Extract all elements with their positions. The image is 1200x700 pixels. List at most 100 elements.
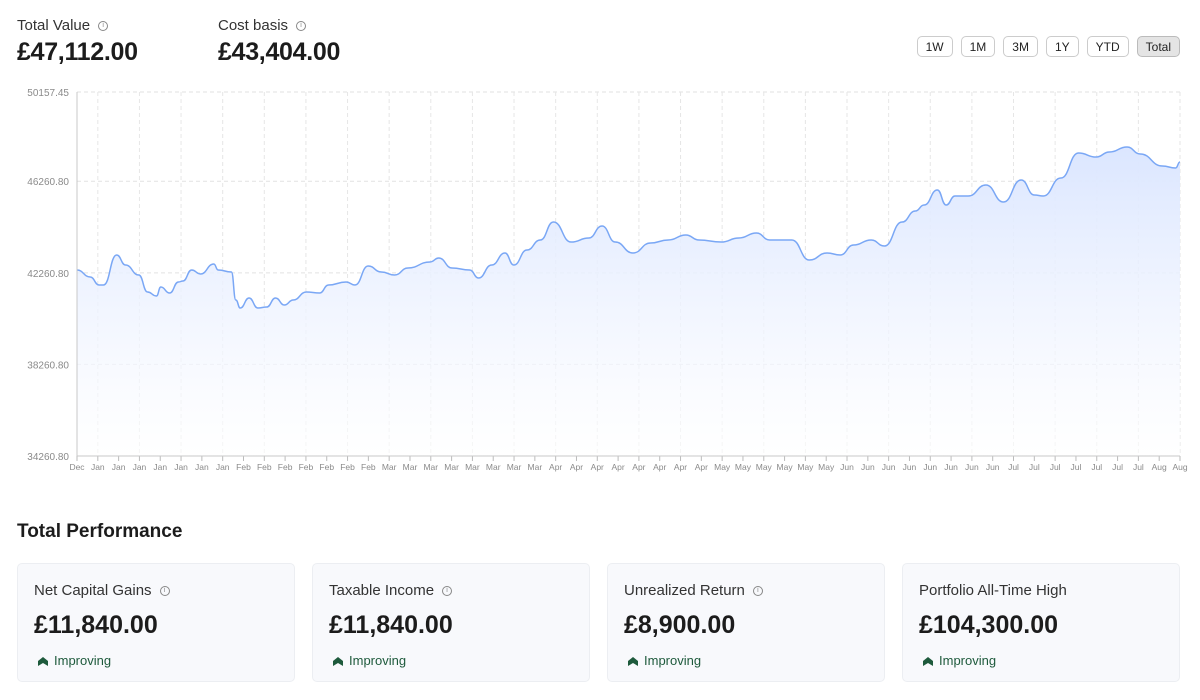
x-tick-label: Jul — [1091, 462, 1102, 472]
x-tick-label: Mar — [403, 462, 418, 472]
trend-up-icon — [333, 656, 343, 666]
x-tick-label: Jan — [91, 462, 105, 472]
taxable-income-card: Taxable Income i £11,840.00 Improving — [312, 563, 590, 682]
info-icon[interactable]: i — [752, 585, 763, 596]
x-tick-label: Mar — [382, 462, 397, 472]
x-tick-label: Jun — [840, 462, 854, 472]
x-tick-label: Jan — [174, 462, 188, 472]
x-tick-label: Feb — [236, 462, 251, 472]
x-tick-label: Jun — [923, 462, 937, 472]
x-tick-label: Jun — [986, 462, 1000, 472]
x-tick-label: Jun — [861, 462, 875, 472]
x-tick-label: Mar — [423, 462, 438, 472]
x-tick-label: Jun — [944, 462, 958, 472]
info-icon[interactable]: i — [442, 585, 453, 596]
card-value: £8,900.00 — [624, 611, 736, 639]
range-1m-button[interactable]: 1M — [960, 36, 996, 57]
x-tick-label: Jun — [965, 462, 979, 472]
x-tick-label: Jan — [133, 462, 147, 472]
x-tick-label: Feb — [361, 462, 376, 472]
info-icon[interactable]: i — [296, 20, 307, 31]
total-value-metric: Total Value i £47,112.00 — [17, 17, 138, 67]
x-tick-label: Apr — [632, 462, 645, 472]
x-tick-label: May — [797, 462, 814, 472]
x-tick-label: Mar — [444, 462, 459, 472]
trend-up-icon — [628, 656, 638, 666]
y-tick-label: 38260.80 — [27, 360, 69, 371]
card-value: £11,840.00 — [329, 611, 453, 639]
range-total-button[interactable]: Total — [1136, 36, 1180, 57]
x-tick-label: May — [735, 462, 752, 472]
cost-basis-value: £43,404.00 — [218, 38, 341, 66]
x-tick-label: Apr — [674, 462, 687, 472]
portfolio-value-chart[interactable]: 50157.45 46260.80 42260.80 38260.80 34260.80… — [0, 85, 1200, 480]
trend-up-icon — [38, 656, 48, 666]
x-tick-label: Mar — [465, 462, 480, 472]
card-label: Net Capital Gains — [34, 582, 152, 599]
card-label: Portfolio All-Time High — [919, 582, 1067, 599]
y-tick-label: 42260.80 — [27, 269, 69, 280]
x-tick-label: Feb — [278, 462, 293, 472]
card-value: £11,840.00 — [34, 611, 158, 639]
x-tick-label: Jul — [1071, 462, 1082, 472]
x-tick-label: Feb — [340, 462, 355, 472]
trend-label: Improving — [939, 653, 997, 668]
section-title: Total Performance — [17, 521, 183, 542]
x-tick-label: Jul — [1133, 462, 1144, 472]
range-ytd-button[interactable]: YTD — [1086, 36, 1129, 57]
x-tick-label: Jan — [216, 462, 230, 472]
time-range-selector: 1W 1M 3M 1Y YTD Total — [916, 36, 1180, 57]
x-tick-label: Jan — [195, 462, 209, 472]
range-3m-button[interactable]: 3M — [1003, 36, 1038, 57]
total-value: £47,112.00 — [17, 38, 138, 66]
y-tick-label: 34260.80 — [27, 452, 69, 463]
x-tick-label: Jul — [1029, 462, 1040, 472]
x-tick-label: Jan — [112, 462, 126, 472]
x-tick-label: May — [714, 462, 731, 472]
x-tick-label: Aug — [1172, 462, 1187, 472]
range-1y-button[interactable]: 1Y — [1045, 36, 1079, 57]
x-tick-label: Apr — [611, 462, 624, 472]
range-1w-button[interactable]: 1W — [916, 36, 953, 57]
x-tick-label: Aug — [1152, 462, 1167, 472]
x-tick-label: Apr — [695, 462, 708, 472]
total-value-label: Total Value — [17, 17, 91, 34]
x-tick-label: May — [756, 462, 773, 472]
x-tick-label: Feb — [257, 462, 272, 472]
x-tick-label: Mar — [528, 462, 543, 472]
trend-label: Improving — [349, 653, 407, 668]
value-area — [77, 147, 1180, 456]
x-tick-label: Jul — [1008, 462, 1019, 472]
y-tick-label: 50157.45 — [27, 88, 69, 99]
all-time-high-card: Portfolio All-Time High £104,300.00 Impr… — [902, 563, 1180, 682]
trend-label: Improving — [54, 653, 112, 668]
x-tick-label: Apr — [653, 462, 666, 472]
x-tick-label: Jun — [882, 462, 896, 472]
x-tick-label: Mar — [486, 462, 501, 472]
x-tick-label: Jan — [153, 462, 167, 472]
card-value: £104,300.00 — [919, 611, 1059, 639]
x-tick-label: May — [818, 462, 835, 472]
x-tick-label: Apr — [549, 462, 562, 472]
x-tick-label: Jul — [1050, 462, 1061, 472]
trend-up-icon — [923, 656, 933, 666]
x-tick-label: Jun — [903, 462, 917, 472]
value-line — [76, 146, 1181, 309]
card-label: Unrealized Return — [624, 582, 745, 599]
x-tick-label: Feb — [299, 462, 314, 472]
x-tick-label: Mar — [507, 462, 522, 472]
x-tick-label: Apr — [591, 462, 604, 472]
net-capital-gains-card: Net Capital Gains i £11,840.00 Improving — [17, 563, 295, 682]
x-tick-label: Apr — [570, 462, 583, 472]
unrealized-return-card: Unrealized Return i £8,900.00 Improving — [607, 563, 885, 682]
card-label: Taxable Income — [329, 582, 435, 599]
cost-basis-metric: Cost basis i £43,404.00 — [218, 17, 340, 67]
x-tick-label: Dec — [69, 462, 85, 472]
x-tick-label: May — [777, 462, 794, 472]
y-tick-label: 46260.80 — [27, 177, 69, 188]
trend-label: Improving — [644, 653, 702, 668]
cost-basis-label: Cost basis — [218, 17, 289, 34]
info-icon[interactable]: i — [159, 585, 170, 596]
info-icon[interactable]: i — [98, 20, 109, 31]
x-tick-label: Jul — [1112, 462, 1123, 472]
